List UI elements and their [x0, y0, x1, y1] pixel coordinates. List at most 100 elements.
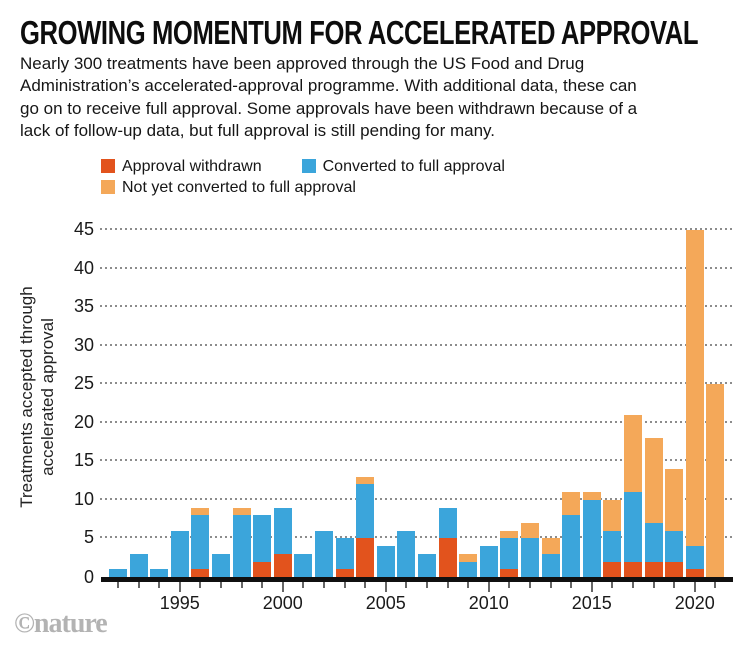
y-tick-label: 30	[73, 334, 94, 355]
x-tick	[364, 582, 367, 588]
segment-withdrawn-2017	[624, 562, 642, 577]
x-tick	[549, 582, 552, 588]
y-tick-label: 15	[73, 450, 94, 471]
segment-converted-1992	[109, 569, 127, 577]
segment-not_converted-2017	[624, 415, 642, 492]
segment-not_converted-2011	[500, 531, 519, 538]
segment-converted-2006	[397, 531, 416, 577]
x-tick	[673, 582, 676, 588]
bar-2021	[706, 384, 725, 577]
bar-2005	[376, 546, 395, 577]
bar-1996	[191, 508, 210, 577]
segment-not_converted-1998	[232, 508, 251, 515]
segment-converted-1997	[212, 554, 230, 577]
nature-logo: ©nature	[14, 608, 108, 639]
segment-withdrawn-2011	[500, 569, 519, 577]
segment-converted-2015	[582, 500, 601, 577]
segment-converted-2014	[562, 515, 581, 577]
segment-withdrawn-2018	[644, 562, 663, 577]
x-tick	[508, 582, 511, 588]
x-tick	[693, 582, 696, 592]
segment-converted-1996	[191, 515, 210, 569]
segment-converted-1994	[150, 569, 169, 577]
x-tick	[199, 582, 202, 588]
description-line: go on to receive full approval. Some app…	[20, 98, 638, 118]
segment-converted-1998	[232, 515, 251, 577]
bar-2008	[438, 508, 457, 577]
bar-2011	[500, 531, 519, 577]
x-tick-label: 2000	[262, 593, 303, 613]
bar-1998	[232, 508, 251, 577]
segment-converted-2012	[521, 538, 539, 577]
x-tick	[323, 582, 325, 588]
segment-not_converted-2004	[356, 477, 375, 484]
segment-converted-2019	[665, 531, 684, 562]
legend-swatch-icon	[101, 180, 115, 194]
bar-2001	[294, 554, 313, 577]
segment-not_converted-1996	[191, 508, 210, 515]
segment-converted-2018	[644, 523, 663, 562]
segment-not_converted-2020	[685, 230, 704, 546]
description-line: lack of follow-up data, but full approva…	[20, 121, 495, 141]
segment-withdrawn-2019	[665, 562, 684, 577]
y-tick-label: 40	[73, 257, 94, 278]
x-tick	[714, 582, 717, 588]
bar-2020	[685, 230, 704, 577]
x-tick	[405, 582, 408, 588]
x-tick	[137, 582, 140, 588]
y-tick-label: 35	[73, 296, 94, 317]
segment-converted-2004	[356, 484, 375, 538]
segment-not_converted-2016	[603, 500, 622, 531]
segment-withdrawn-2004	[356, 538, 375, 577]
segment-converted-2002	[315, 531, 333, 577]
x-tick	[590, 582, 593, 592]
segment-converted-2007	[418, 554, 436, 577]
segment-not_converted-2013	[541, 538, 560, 554]
legend-row: Not yet converted to full approval	[101, 178, 505, 197]
legend-label: Approval withdrawn	[122, 158, 262, 175]
x-tick	[570, 582, 573, 588]
segment-withdrawn-1996	[191, 569, 210, 577]
segment-withdrawn-2008	[438, 538, 457, 577]
bar-2006	[397, 531, 416, 577]
y-tick-label: 5	[83, 527, 94, 548]
chart-legend: Approval withdrawn Converted to full appr…	[101, 157, 505, 197]
gridline	[100, 343, 734, 346]
chart-description: Nearly 300 treatments have been approved…	[20, 53, 730, 143]
gridline	[100, 305, 734, 308]
description-line: Nearly 300 treatments have been approved…	[20, 54, 585, 73]
bar-2004	[356, 477, 375, 577]
segment-converted-1993	[129, 554, 148, 577]
segment-converted-2008	[438, 508, 457, 538]
x-tick	[652, 582, 655, 588]
bar-2010	[479, 546, 498, 577]
segment-converted-2013	[541, 554, 560, 577]
bar-2013	[541, 538, 560, 577]
page-title: GROWING MOMENTUM FOR ACCELERATED APPROVA…	[20, 14, 699, 51]
segment-converted-2011	[500, 538, 519, 569]
x-tick	[178, 582, 181, 592]
bar-2007	[418, 554, 436, 577]
segment-withdrawn-2003	[335, 569, 354, 577]
y-tick-label: 25	[73, 373, 94, 394]
segment-not_converted-2021	[706, 384, 725, 577]
x-tick	[261, 582, 264, 588]
x-tick	[426, 582, 428, 588]
y-tick-label: 0	[83, 567, 94, 587]
x-tick	[281, 582, 284, 592]
x-tick-label: 2015	[571, 593, 612, 613]
bar-2019	[665, 469, 684, 577]
segment-converted-1995	[170, 531, 189, 577]
description-line: Administration’s accelerated-approval pr…	[20, 76, 637, 96]
segment-not_converted-2019	[665, 469, 684, 531]
legend-swatch-icon	[301, 159, 316, 173]
bar-2018	[644, 438, 663, 577]
segment-converted-2000	[273, 508, 292, 554]
x-tick	[384, 582, 387, 592]
bar-2000	[273, 508, 292, 577]
segment-not_converted-2009	[459, 554, 478, 562]
segment-converted-1999	[253, 515, 272, 562]
segment-withdrawn-2000	[273, 554, 292, 577]
legend-swatch-icon	[101, 159, 115, 173]
